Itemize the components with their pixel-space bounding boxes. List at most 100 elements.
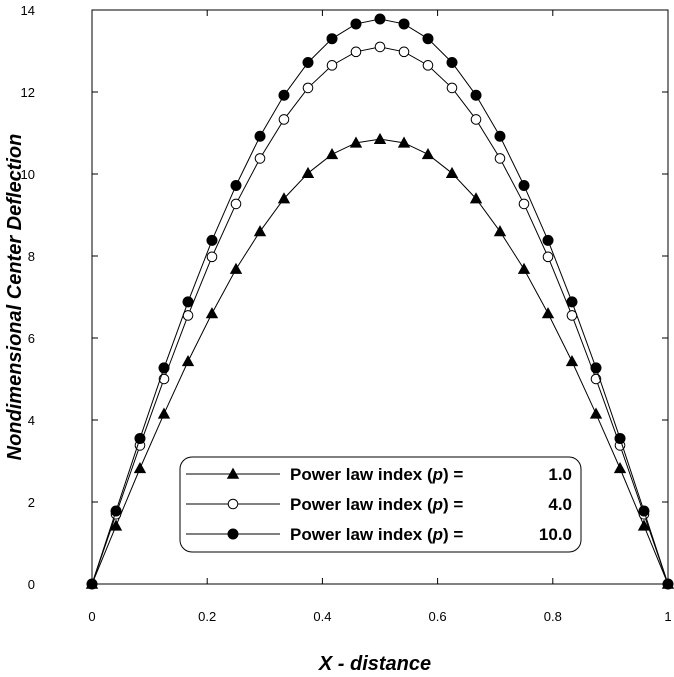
data-point <box>230 198 242 210</box>
x-tick-label: 0 <box>88 609 95 624</box>
data-point <box>421 147 435 160</box>
legend-label-close: ) = <box>443 465 463 484</box>
legend-marker <box>226 467 240 479</box>
legend-marker <box>227 498 239 510</box>
data-point <box>326 60 338 71</box>
legend-entry: Power law index (p) = 10.0 <box>186 525 572 544</box>
data-point <box>133 462 147 474</box>
data-point <box>181 355 195 367</box>
data-point <box>350 46 362 58</box>
legend-label-main: Power law index ( <box>290 495 433 514</box>
data-point <box>590 362 602 374</box>
data-point <box>229 262 243 274</box>
data-point <box>542 251 554 263</box>
x-tick-label: 0.4 <box>313 609 331 624</box>
data-point <box>206 234 218 246</box>
data-point <box>109 519 123 531</box>
legend-label-var: p <box>432 495 443 514</box>
data-point <box>445 166 459 178</box>
data-point <box>494 130 506 142</box>
data-point <box>566 296 578 308</box>
legend-value: 1.0 <box>548 465 572 484</box>
data-point <box>614 432 626 444</box>
data-point <box>326 33 338 45</box>
series-filled-circle <box>86 13 674 590</box>
legend-value: 4.0 <box>548 495 572 514</box>
data-point <box>182 296 194 308</box>
data-point <box>662 578 674 590</box>
data-point <box>254 130 266 142</box>
data-point <box>397 136 411 148</box>
series-layer <box>85 13 674 590</box>
data-point <box>302 82 314 94</box>
data-point <box>494 153 506 164</box>
data-point <box>325 147 339 160</box>
y-tick-label: 12 <box>21 85 35 100</box>
data-point <box>469 192 483 204</box>
data-point <box>589 407 603 419</box>
y-tick-label: 0 <box>28 577 35 592</box>
data-point <box>158 362 170 374</box>
y-tick-label: 6 <box>28 331 35 346</box>
data-point <box>253 225 267 237</box>
legend-entry: Power law index (p) = 4.0 <box>186 495 572 514</box>
data-point <box>278 114 290 125</box>
legend-label-close: ) = <box>443 525 463 544</box>
data-point <box>517 262 531 274</box>
data-point <box>302 56 314 68</box>
legend-label-main: Power law index ( <box>290 525 433 544</box>
data-point <box>350 18 362 30</box>
data-point <box>470 89 482 101</box>
data-point <box>638 505 650 517</box>
data-point <box>590 373 602 385</box>
x-tick-label: 0.2 <box>198 609 216 624</box>
y-tick-label: 10 <box>21 167 35 182</box>
y-tick-label: 4 <box>28 413 35 428</box>
legend-box <box>179 456 582 553</box>
plot-frame <box>91 9 669 585</box>
legend-entry: Power law index (p) = 1.0 <box>186 465 572 484</box>
data-point <box>637 519 651 531</box>
data-point <box>86 578 98 590</box>
x-tick-label: 1 <box>664 609 671 624</box>
y-tick-label: 14 <box>21 3 35 18</box>
data-point <box>446 82 458 94</box>
data-point <box>230 179 242 191</box>
data-point <box>565 355 579 367</box>
data-point <box>493 225 507 237</box>
data-point <box>158 373 170 385</box>
y-tick-label: 2 <box>28 495 35 510</box>
data-point <box>518 198 530 210</box>
series-open-circle <box>86 41 674 590</box>
data-point <box>301 166 315 178</box>
data-point <box>254 153 266 164</box>
data-point <box>134 432 146 444</box>
data-point <box>278 89 290 101</box>
data-point <box>470 114 482 125</box>
legend-value: 10.0 <box>539 525 572 544</box>
data-point <box>206 251 218 263</box>
data-point <box>446 56 458 68</box>
data-point <box>157 407 171 419</box>
data-point <box>422 60 434 71</box>
data-point <box>349 136 363 148</box>
legend-label-var: p <box>432 525 443 544</box>
x-tick-label: 0.6 <box>429 609 447 624</box>
data-point <box>613 462 627 474</box>
data-point <box>110 505 122 517</box>
x-tick-label: 0.8 <box>544 609 562 624</box>
y-axis-title: Nondimensional Center Deflection <box>4 134 26 461</box>
data-point <box>277 192 291 204</box>
data-point <box>398 18 410 30</box>
data-point <box>373 132 387 144</box>
data-point <box>518 179 530 191</box>
legend-label: Power law index (p) = <box>290 525 463 544</box>
legend-label-close: ) = <box>443 495 463 514</box>
legend-marker <box>227 528 239 540</box>
data-point <box>374 41 386 53</box>
legend-label-var: p <box>432 465 443 484</box>
